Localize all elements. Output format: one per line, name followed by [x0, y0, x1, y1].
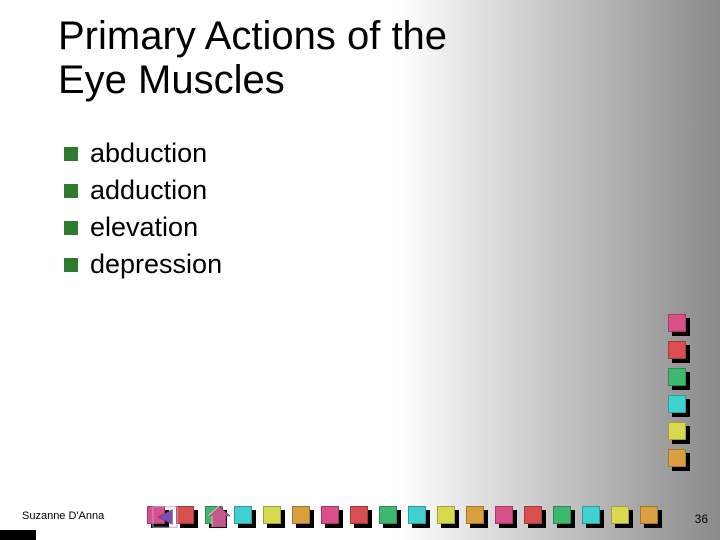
- color-box: [668, 341, 688, 361]
- color-box: [611, 506, 631, 526]
- color-box: [234, 506, 254, 526]
- title-line-2: Eye Muscles: [58, 58, 285, 102]
- color-box: [553, 506, 573, 526]
- bullet-text: depression: [90, 249, 222, 280]
- list-item: adduction: [64, 175, 222, 206]
- color-box: [582, 506, 602, 526]
- color-box: [524, 506, 544, 526]
- color-box: [668, 368, 688, 388]
- list-item: abduction: [64, 138, 222, 169]
- bullet-text: elevation: [90, 212, 198, 243]
- bullet-icon: [64, 221, 78, 235]
- color-box: [292, 506, 312, 526]
- page-number: 36: [695, 512, 708, 526]
- bullet-icon: [64, 184, 78, 198]
- color-box: [495, 506, 515, 526]
- triangle-left-icon: [152, 505, 178, 529]
- nav-icons: [152, 504, 232, 530]
- color-box: [668, 395, 688, 415]
- color-stack-vertical: [668, 314, 688, 469]
- color-box: [668, 449, 688, 469]
- title-line-1: Primary Actions of the: [58, 14, 447, 58]
- home-button[interactable]: [206, 504, 232, 530]
- color-box: [321, 506, 341, 526]
- left-black-strip: [0, 530, 36, 540]
- list-item: depression: [64, 249, 222, 280]
- color-box: [263, 506, 283, 526]
- color-box: [466, 506, 486, 526]
- author-label: Suzanne D'Anna: [22, 510, 104, 522]
- bullet-text: adduction: [90, 175, 207, 206]
- bullet-icon: [64, 258, 78, 272]
- color-box: [437, 506, 457, 526]
- slide-title: Primary Actions of the Eye Muscles: [58, 14, 447, 102]
- bullet-text: abduction: [90, 138, 207, 169]
- back-button[interactable]: [152, 504, 178, 530]
- bullet-list: abduction adduction elevation depression: [64, 138, 222, 286]
- slide: Primary Actions of the Eye Muscles abduc…: [0, 0, 720, 540]
- color-box: [668, 422, 688, 442]
- color-box: [668, 314, 688, 334]
- home-icon: [206, 504, 232, 530]
- bullet-icon: [64, 147, 78, 161]
- color-box: [379, 506, 399, 526]
- color-box: [408, 506, 428, 526]
- list-item: elevation: [64, 212, 222, 243]
- color-box: [640, 506, 660, 526]
- color-box: [350, 506, 370, 526]
